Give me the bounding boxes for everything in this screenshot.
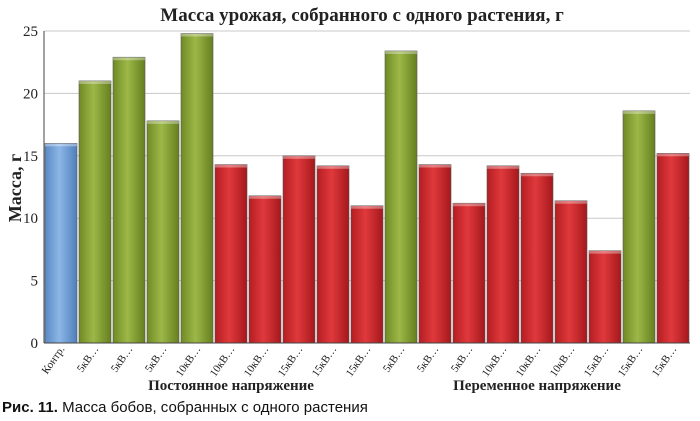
bar-top-highlight [45,143,77,147]
bar [350,205,384,344]
x-tick-label: 10кВ… [208,344,238,379]
bar [146,120,180,344]
bar [78,80,112,344]
x-tick-label: 15кВ… [276,344,306,379]
bar-top-highlight [419,164,451,168]
x-tick-label: 15кВ… [582,344,612,379]
bar [248,195,282,344]
y-tick-label: 5 [31,274,39,290]
bar [316,165,350,344]
x-tick-label: 5кВ… [449,344,476,375]
x-tick-label: 5кВ… [415,344,442,375]
x-tick-label: 15кВ… [616,344,646,379]
bar [384,50,418,344]
x-tick-label: 10кВ… [514,344,544,379]
figure-caption: Рис. 11. Масса бобов, собранных с одного… [2,399,368,416]
bar [554,200,588,344]
x-tick-label: 15кВ… [310,344,340,379]
chart-title: Масса урожая, собранного с одного растен… [160,5,564,26]
group-label: Переменное напряжение [453,378,621,394]
x-tick-label: Контр. [40,344,68,377]
bar [452,202,486,344]
bar-top-highlight [589,250,621,254]
bar-top-highlight [215,164,247,168]
bar-top-highlight [317,165,349,169]
x-tick-label: 10кВ… [480,344,510,379]
bar [112,56,146,344]
bar [180,33,214,344]
x-tick-label: 10кВ… [174,344,204,379]
bar [520,172,554,344]
bar-top-highlight [351,205,383,209]
bar-top-highlight [521,173,553,177]
x-tick-label: 5кВ… [143,344,170,375]
y-tick-label: 25 [23,24,38,40]
x-tick-label: 15кВ… [650,344,680,379]
bar-top-highlight [283,155,315,159]
caption-text: Масса бобов, собранных с одного растения [62,399,368,416]
group-label: Постоянное напряжение [148,378,314,394]
bar [656,153,690,344]
y-tick-label: 15 [23,149,38,165]
x-tick-label: 5кВ… [109,344,136,375]
bar-top-highlight [113,57,145,61]
bar [588,250,622,344]
x-tick-label: 10кВ… [242,344,272,379]
x-tick-label: 5кВ… [381,344,408,375]
y-tick-label: 10 [23,211,38,227]
bar-top-highlight [657,153,689,157]
bar-top-highlight [385,50,417,54]
caption-label: Рис. 11. [2,399,58,416]
bar-top-highlight [555,200,587,204]
y-tick-label: 20 [23,86,38,102]
bar [622,110,656,344]
y-tick-label: 0 [31,336,39,352]
bar-top-highlight [623,110,655,114]
x-tick-label: 5кВ… [75,344,102,375]
bar-top-highlight [181,33,213,37]
bar-top-highlight [79,80,111,84]
bar-top-highlight [453,203,485,207]
bar-top-highlight [487,165,519,169]
y-axis-label: Масса, г [5,154,25,222]
bar-top-highlight [147,120,179,124]
bar [214,164,248,344]
x-tick-label: 10кВ… [548,344,578,379]
x-tick-label: 15кВ… [344,344,374,379]
bar [282,155,316,344]
bar [44,143,78,344]
bar-top-highlight [249,195,281,199]
bar [486,165,520,344]
bar [418,164,452,344]
